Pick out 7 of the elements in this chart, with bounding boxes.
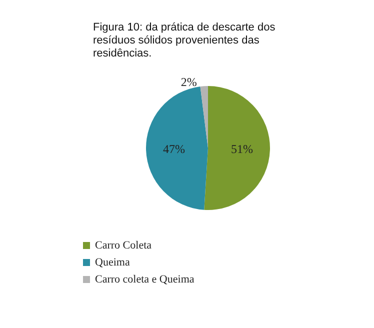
data-label: 51% bbox=[230, 142, 253, 156]
data-label: 2% bbox=[180, 75, 197, 90]
data-label: 47% bbox=[163, 142, 186, 156]
legend-label: Queima bbox=[95, 256, 130, 268]
chart-title: Figura 10: da prática de descarte dos resíduos sólidos provenientes das residências. bbox=[93, 22, 278, 60]
legend-label: Carro Coleta bbox=[95, 240, 152, 252]
legend-label: Carro coleta e Queima bbox=[95, 274, 194, 286]
